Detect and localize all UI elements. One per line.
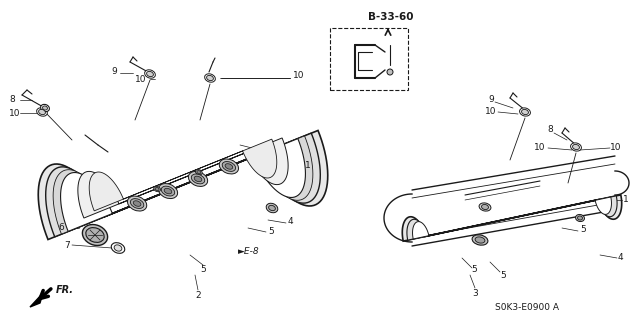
Ellipse shape: [36, 108, 47, 116]
Ellipse shape: [472, 235, 488, 245]
Ellipse shape: [194, 176, 202, 182]
Ellipse shape: [520, 108, 531, 116]
Text: 8: 8: [547, 125, 553, 135]
Text: 1: 1: [623, 196, 628, 204]
Ellipse shape: [207, 75, 213, 81]
Ellipse shape: [42, 106, 47, 110]
Ellipse shape: [131, 199, 144, 209]
Ellipse shape: [481, 204, 488, 210]
Polygon shape: [413, 197, 611, 239]
Text: 9: 9: [111, 66, 116, 76]
Ellipse shape: [475, 237, 485, 243]
Ellipse shape: [225, 164, 233, 169]
Text: 10: 10: [293, 70, 305, 79]
Ellipse shape: [205, 74, 215, 82]
Bar: [330, 28, 408, 90]
Ellipse shape: [40, 104, 49, 112]
Text: 5: 5: [200, 265, 206, 275]
Polygon shape: [38, 130, 328, 240]
Polygon shape: [78, 138, 288, 218]
Ellipse shape: [127, 196, 147, 211]
Polygon shape: [61, 138, 305, 231]
Ellipse shape: [197, 171, 201, 174]
Ellipse shape: [577, 216, 582, 220]
Ellipse shape: [266, 203, 278, 213]
Polygon shape: [89, 139, 276, 211]
Text: 1: 1: [305, 160, 311, 169]
Ellipse shape: [164, 188, 172, 194]
Ellipse shape: [387, 69, 393, 75]
Ellipse shape: [191, 174, 205, 184]
Ellipse shape: [571, 143, 581, 151]
FancyArrowPatch shape: [40, 289, 51, 299]
Ellipse shape: [573, 145, 579, 150]
Polygon shape: [53, 136, 313, 234]
Text: 5: 5: [471, 265, 477, 275]
Text: FR.: FR.: [56, 285, 74, 295]
Text: 6: 6: [58, 224, 64, 233]
Ellipse shape: [111, 243, 125, 253]
Text: 3: 3: [472, 288, 478, 298]
Text: 7: 7: [64, 241, 70, 249]
Text: 2: 2: [195, 291, 201, 300]
Text: 9: 9: [488, 95, 494, 105]
Ellipse shape: [575, 214, 584, 222]
Polygon shape: [403, 195, 621, 241]
Ellipse shape: [269, 205, 275, 211]
Ellipse shape: [83, 225, 108, 246]
Ellipse shape: [147, 71, 154, 77]
Polygon shape: [407, 196, 617, 240]
Text: 10: 10: [534, 144, 545, 152]
Polygon shape: [45, 133, 320, 237]
Text: 10: 10: [610, 144, 621, 152]
Ellipse shape: [188, 171, 207, 186]
Ellipse shape: [155, 188, 159, 191]
Text: 5: 5: [268, 227, 274, 236]
Ellipse shape: [114, 245, 122, 251]
Ellipse shape: [86, 227, 104, 242]
Text: 8: 8: [9, 95, 15, 105]
Ellipse shape: [220, 159, 239, 174]
Ellipse shape: [38, 109, 45, 115]
Text: 10: 10: [484, 108, 496, 116]
Text: S0K3-E0900 A: S0K3-E0900 A: [495, 303, 559, 313]
Text: ►E-8: ►E-8: [238, 248, 260, 256]
Ellipse shape: [479, 203, 491, 211]
Ellipse shape: [145, 70, 156, 78]
Text: B-33-60: B-33-60: [368, 12, 413, 22]
Text: 5: 5: [580, 226, 586, 234]
Ellipse shape: [158, 183, 178, 198]
Text: 5: 5: [500, 271, 506, 279]
Ellipse shape: [161, 186, 175, 196]
Ellipse shape: [522, 109, 529, 115]
Text: 4: 4: [618, 254, 623, 263]
Ellipse shape: [195, 169, 202, 175]
Ellipse shape: [222, 161, 236, 171]
Polygon shape: [30, 293, 43, 307]
Ellipse shape: [154, 186, 161, 192]
Text: 10: 10: [9, 108, 20, 117]
Text: 4: 4: [288, 218, 294, 226]
Text: 10: 10: [135, 75, 147, 84]
Ellipse shape: [133, 201, 141, 206]
